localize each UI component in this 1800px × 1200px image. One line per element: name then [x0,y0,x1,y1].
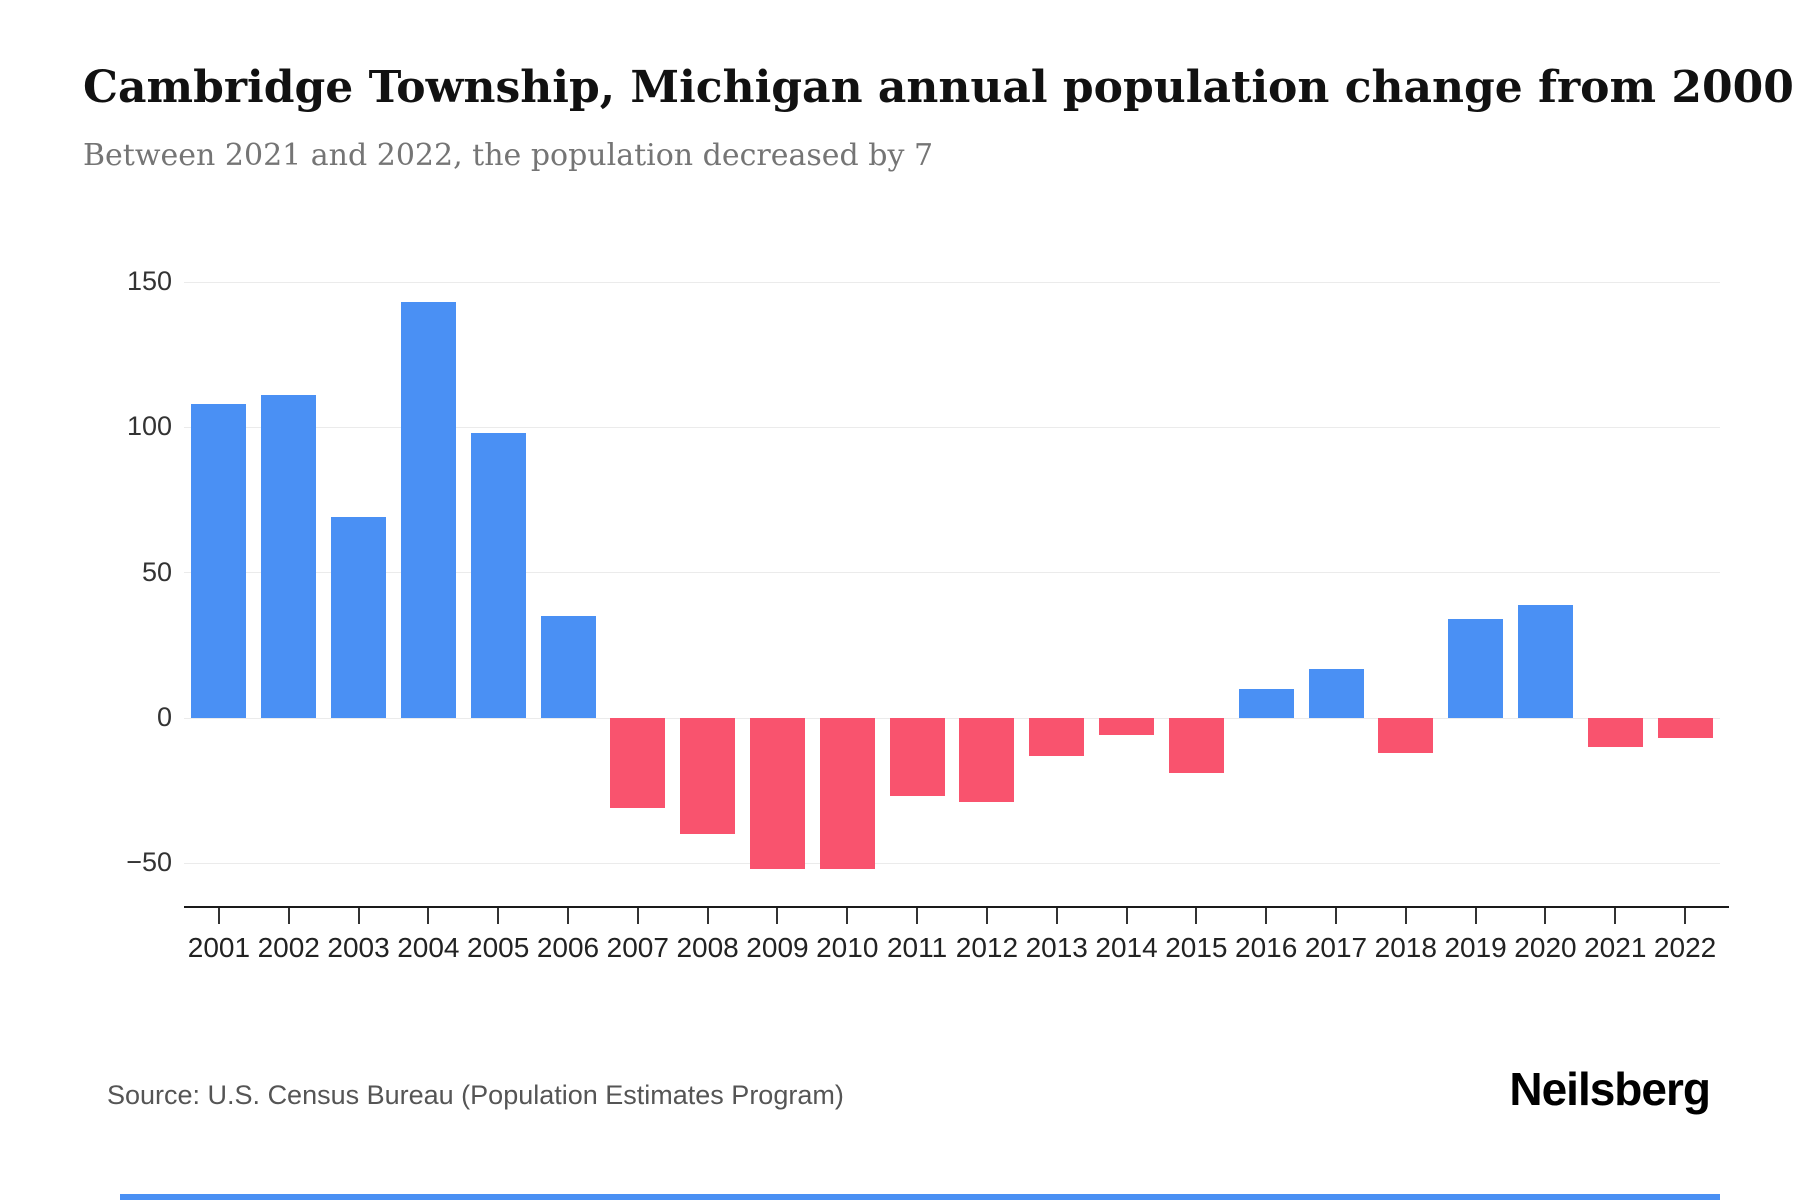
x-axis-line [184,906,1729,908]
x-axis-tick-2003 [357,908,360,924]
brand-logo: Neilsberg [1509,1063,1711,1115]
x-axis-label-2019: 2019 [1444,932,1507,963]
gridline-50 [184,572,1720,574]
x-axis-tick-2022 [1684,908,1687,924]
y-axis-label-150: 150 [126,266,172,297]
x-axis-tick-2018 [1404,908,1407,924]
x-axis-tick-2020 [1544,908,1547,924]
x-axis-label-2002: 2002 [257,932,320,963]
bar-2022[interactable] [1657,718,1713,739]
x-axis-label-2022: 2022 [1653,932,1717,963]
bar-2007[interactable] [610,718,666,809]
x-axis-label-2003: 2003 [327,932,390,963]
bar-2010[interactable] [819,718,875,870]
plot-area [184,270,1720,910]
x-axis-label-2020: 2020 [1514,932,1577,963]
x-axis-tick-2014 [1125,908,1128,924]
x-axis-tick-2005 [497,908,500,924]
x-axis-tick-2006 [567,908,569,924]
x-axis-label-2005: 2005 [467,932,530,963]
x-axis-label-2008: 2008 [676,932,739,963]
x-axis-label-2006: 2006 [536,932,600,963]
bar-2020[interactable] [1517,604,1573,718]
gridline--50 [184,862,1720,864]
bar-2011[interactable] [889,718,945,797]
bar-2018[interactable] [1378,718,1434,753]
bar-2021[interactable] [1587,718,1643,748]
x-axis-tick-2010 [846,908,849,924]
footer-accent-strip [120,1194,1720,1200]
x-axis-tick-2008 [706,908,709,924]
x-axis-tick-2002 [287,908,290,924]
x-axis-label-2015: 2015 [1165,932,1228,963]
x-axis-tick-2019 [1474,908,1477,924]
x-axis-tick-2009 [776,908,779,924]
source-note: Source: U.S. Census Bureau (Population E… [107,1080,844,1110]
x-axis-label-2009: 2009 [746,932,809,963]
x-axis-label-2013: 2013 [1025,932,1088,963]
x-axis-tick-2012 [985,908,988,924]
x-axis-label-2016: 2016 [1235,932,1298,963]
x-axis-label-2010: 2010 [816,932,879,963]
y-axis-label-50: 50 [141,556,172,587]
bar-2017[interactable] [1308,668,1364,718]
x-axis-tick-2011 [916,908,919,924]
y-axis-label-100: 100 [126,411,172,442]
bar-2009[interactable] [749,718,805,870]
gridline-0 [184,717,1720,719]
gridline-100 [184,426,1720,428]
x-axis-label-2018: 2018 [1374,932,1437,963]
gridline-150 [184,281,1720,283]
bar-2004[interactable] [400,302,456,718]
x-axis-tick-2021 [1614,908,1617,924]
x-axis-tick-2001 [217,908,220,924]
x-axis-label-2004: 2004 [397,932,460,963]
y-axis-label-0: 0 [156,702,172,732]
x-axis-tick-2015 [1195,908,1198,924]
x-axis-tick-2007 [636,908,639,924]
bar-2008[interactable] [680,718,736,835]
x-axis-tick-2016 [1265,908,1268,924]
bar-2019[interactable] [1448,619,1504,718]
bar-2015[interactable] [1168,718,1224,774]
x-axis-label-2017: 2017 [1304,932,1368,963]
x-axis-label-2001: 2001 [187,932,251,963]
bar-2016[interactable] [1238,688,1294,718]
bar-2005[interactable] [470,433,526,718]
x-axis-tick-2004 [427,908,430,924]
x-axis-label-2012: 2012 [955,932,1019,963]
bar-2002[interactable] [261,395,317,718]
chart-title: Cambridge Township, Michigan annual popu… [83,62,1800,113]
x-axis-label-2007: 2007 [606,932,669,963]
chart-subtitle: Between 2021 and 2022, the population de… [83,138,934,173]
x-axis-tick-2013 [1055,908,1058,924]
bar-2006[interactable] [540,616,596,718]
bar-2012[interactable] [959,718,1015,803]
x-axis-label-2011: 2011 [886,932,948,963]
bar-2001[interactable] [191,404,247,718]
bar-2003[interactable] [331,517,387,718]
x-axis-label-2021: 2021 [1584,932,1647,963]
bar-2013[interactable] [1029,718,1085,756]
bar-2014[interactable] [1099,718,1155,736]
y-axis-label--50: −50 [126,847,172,878]
x-axis-tick-2017 [1335,908,1337,924]
x-axis-label-2014: 2014 [1095,932,1158,963]
